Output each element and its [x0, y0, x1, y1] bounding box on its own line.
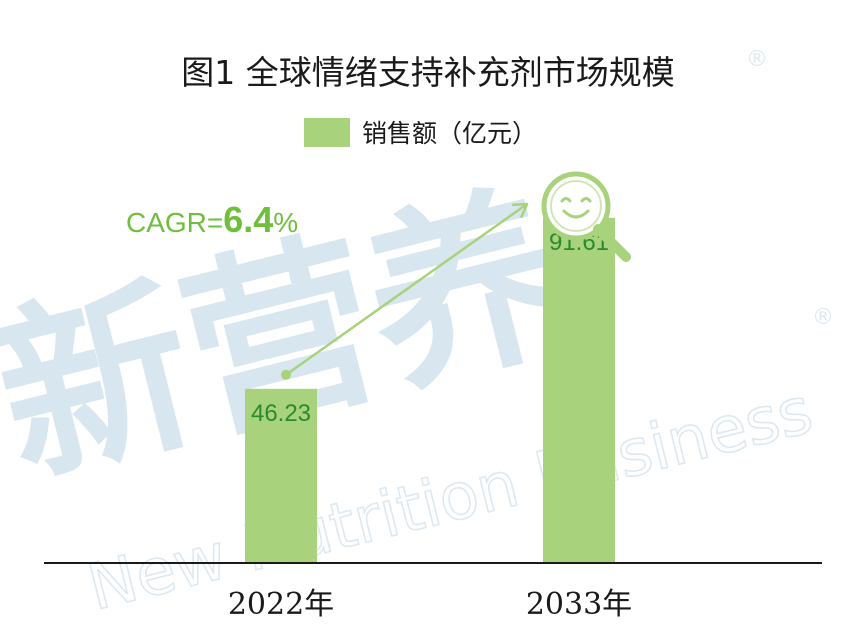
arrow-line [285, 202, 528, 376]
cagr-prefix: CAGR= [126, 207, 223, 238]
legend-label: 销售额（亿元） [362, 119, 537, 148]
smiley-magnifier-icon [541, 171, 631, 262]
bars [245, 217, 615, 563]
bar-2 [543, 217, 615, 563]
watermark-registered-mark-right: ® [812, 305, 834, 330]
cagr-value: 6.4 [223, 199, 273, 240]
bar-1 [245, 388, 317, 563]
cagr-annotation: CAGR=6.4% [126, 199, 298, 240]
chart-title: 图1 全球情绪支持补充剂市场规模 [181, 53, 675, 92]
category-labels: 2022年 2033年 [228, 587, 632, 622]
cagr-suffix: % [273, 207, 298, 238]
legend: 销售额（亿元） [304, 118, 537, 148]
value-label-1: 46.23 [251, 400, 311, 427]
legend-swatch [304, 118, 350, 147]
growth-arrow [281, 202, 529, 380]
arrow-start-dot [281, 369, 291, 380]
arrow-head [511, 202, 529, 219]
category-label-1: 2022年 [228, 587, 334, 622]
watermark-registered-mark-top: ® [746, 47, 768, 72]
category-label-2: 2033年 [526, 587, 632, 622]
